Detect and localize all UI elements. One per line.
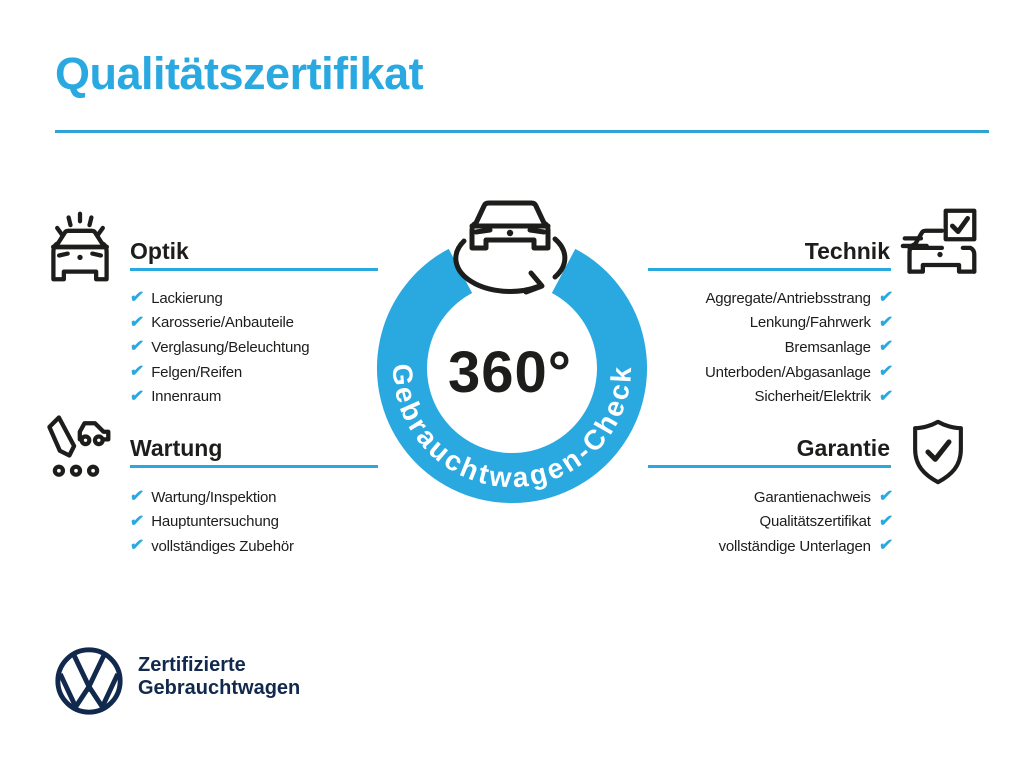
check-icon: ✔ xyxy=(877,512,894,530)
check-icon: ✔ xyxy=(877,537,894,555)
check-icon: ✔ xyxy=(128,363,145,381)
page-title: Qualitätszertifikat xyxy=(55,48,424,99)
check-icon: ✔ xyxy=(877,387,894,405)
car-shine-icon xyxy=(42,207,118,285)
section-title-wartung: Wartung xyxy=(130,435,223,461)
list-item: ✔ Verglasung/Beleuchtung xyxy=(128,335,310,360)
list-item: Sicherheit/Elektrik ✔ xyxy=(590,384,894,409)
list-item-label: Aggregate/Antriebsstrang xyxy=(705,289,871,307)
wartung-checklist: ✔ Wartung/Inspektion ✔ Hauptuntersuchung ✔… xyxy=(128,485,294,559)
section-title-technik: Technik xyxy=(804,238,890,264)
check-icon: ✔ xyxy=(128,488,145,506)
check-icon: ✔ xyxy=(877,289,894,307)
list-item: ✔ Felgen/Reifen xyxy=(128,360,309,385)
section-rule-garantie xyxy=(648,465,891,468)
section-rule-technik xyxy=(648,268,891,271)
pencil-car-service-icon xyxy=(38,408,114,484)
list-item: ✔ Karosserie/Anbauteile xyxy=(128,311,309,336)
footer-brand-line1: Zertifizierte xyxy=(138,654,246,676)
list-item-label: vollständiges Zubehör xyxy=(151,537,294,555)
check-icon: ✔ xyxy=(877,313,894,331)
check-icon: ✔ xyxy=(128,313,145,331)
list-item-label: Hauptuntersuchung xyxy=(151,513,279,531)
list-item: Aggregate/Antriebsstrang ✔ xyxy=(590,286,894,311)
check-icon: ✔ xyxy=(877,488,894,506)
list-item-label: vollständige Unterlagen xyxy=(718,537,871,555)
list-item: ✔ Lackierung xyxy=(128,286,309,311)
list-item: Unterboden/Abgasanlage ✔ xyxy=(590,360,894,385)
list-item: ✔ Hauptuntersuchung xyxy=(128,510,294,535)
list-item-label: Garantienachweis xyxy=(753,488,871,506)
section-rule-optik xyxy=(130,268,378,271)
car-checkbox-icon xyxy=(900,205,980,285)
car-360-rotation-icon xyxy=(453,200,568,295)
list-item-label: Lenkung/Fahrwerk xyxy=(749,314,871,332)
check-icon: ✔ xyxy=(128,338,145,356)
section-title-garantie: Garantie xyxy=(796,435,890,461)
list-item-label: Wartung/Inspektion xyxy=(151,488,277,506)
list-item-label: Verglasung/Beleuchtung xyxy=(151,338,310,356)
title-divider xyxy=(55,130,989,133)
list-item-label: Innenraum xyxy=(151,388,222,406)
shield-check-icon xyxy=(906,416,970,488)
technik-checklist: Aggregate/Antriebsstrang ✔ Lenkung/Fahrwe… xyxy=(590,286,894,409)
list-item: ✔ Innenraum xyxy=(128,384,309,409)
list-item: Bremsanlage ✔ xyxy=(590,335,894,360)
vw-logo xyxy=(54,646,124,716)
center-360-graphic: Gebrauchtwagen-Check 360° xyxy=(372,190,652,512)
list-item: ✔ Wartung/Inspektion xyxy=(128,485,294,510)
garantie-checklist: Garantienachweis ✔ Qualitätszertifikat ✔ v… xyxy=(590,485,894,559)
list-item: Garantienachweis ✔ xyxy=(590,485,894,510)
degree-label: 360° xyxy=(448,340,572,405)
ring-arc xyxy=(377,248,647,503)
list-item-label: Felgen/Reifen xyxy=(151,363,243,381)
list-item: Lenkung/Fahrwerk ✔ xyxy=(590,311,894,336)
check-icon: ✔ xyxy=(128,289,145,307)
list-item: vollständige Unterlagen ✔ xyxy=(590,534,894,559)
list-item-label: Unterboden/Abgasanlage xyxy=(705,363,871,381)
list-item-label: Sicherheit/Elektrik xyxy=(754,388,871,406)
check-icon: ✔ xyxy=(877,338,894,356)
list-item: ✔ vollständiges Zubehör xyxy=(128,534,294,559)
list-item-label: Bremsanlage xyxy=(784,338,871,356)
list-item-label: Lackierung xyxy=(151,289,223,307)
footer-brand-text: Zertifizierte Gebrauchtwagen xyxy=(138,654,300,700)
footer-brand-line2: Gebrauchtwagen xyxy=(138,677,301,699)
section-title-optik: Optik xyxy=(130,238,189,264)
check-icon: ✔ xyxy=(128,537,145,555)
list-item: Qualitätszertifikat ✔ xyxy=(590,510,894,535)
list-item-label: Qualitätszertifikat xyxy=(759,513,871,531)
list-item-label: Karosserie/Anbauteile xyxy=(151,314,294,332)
check-icon: ✔ xyxy=(128,387,145,405)
check-icon: ✔ xyxy=(128,512,145,530)
section-rule-wartung xyxy=(130,465,378,468)
optik-checklist: ✔ Lackierung ✔ Karosserie/Anbauteile ✔ Verg… xyxy=(128,286,310,409)
check-icon: ✔ xyxy=(877,363,894,381)
